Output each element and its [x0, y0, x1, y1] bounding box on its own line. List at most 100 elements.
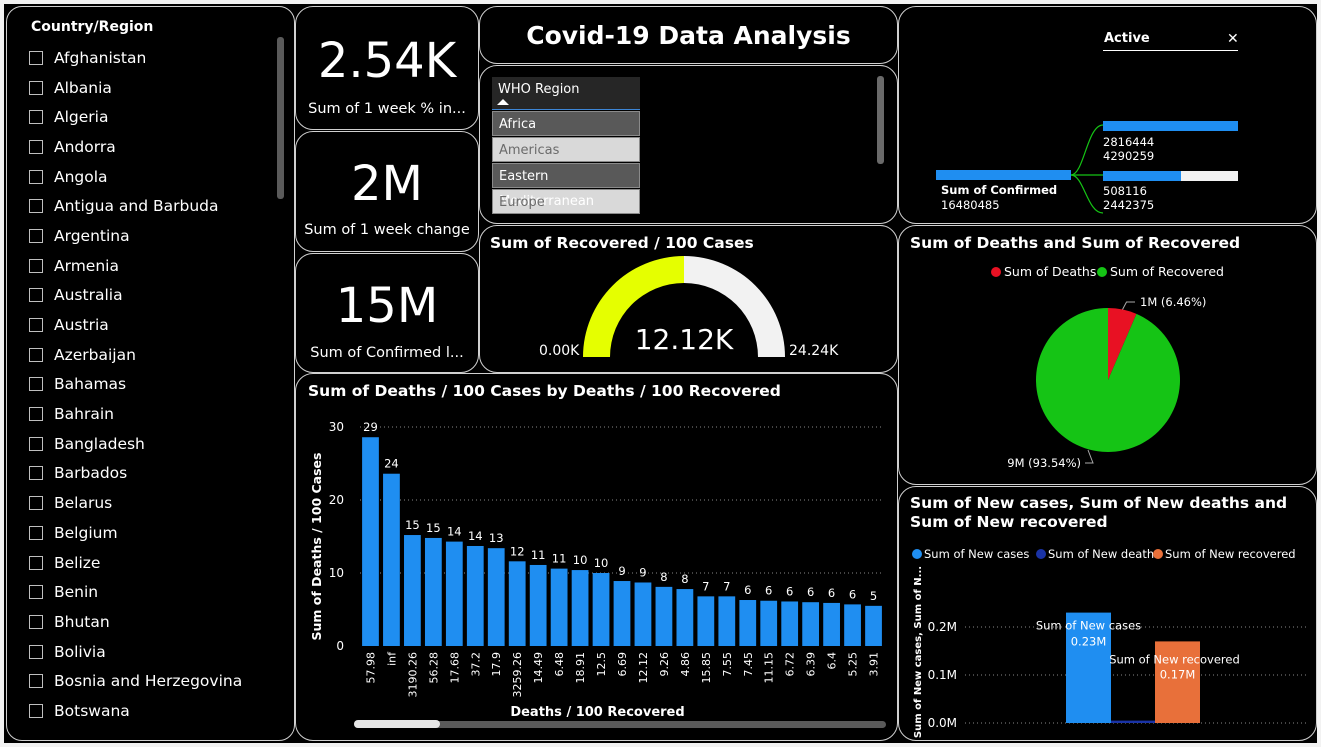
slicer-item[interactable]: Andorra: [29, 132, 269, 162]
checkbox-icon[interactable]: [29, 585, 43, 600]
slicer-item[interactable]: Bangladesh: [29, 429, 269, 459]
slicer-item[interactable]: Belize: [29, 548, 269, 578]
bar[interactable]: [865, 605, 882, 646]
bar[interactable]: [571, 570, 589, 646]
who-region-item[interactable]: Europe: [492, 189, 640, 214]
slicer-item[interactable]: Afghanistan: [29, 43, 269, 73]
slicer-item[interactable]: Algeria: [29, 102, 269, 132]
who-region-item[interactable]: Africa: [492, 111, 640, 136]
slicer-item[interactable]: Bahrain: [29, 399, 269, 429]
bar[interactable]: [718, 596, 736, 646]
bar[interactable]: [613, 581, 631, 646]
slicer-item[interactable]: Azerbaijan: [29, 340, 269, 370]
bar[interactable]: [592, 573, 610, 646]
bar[interactable]: [655, 586, 673, 646]
checkbox-icon[interactable]: [29, 674, 43, 689]
bar[interactable]: [424, 537, 442, 646]
checkbox-icon[interactable]: [29, 703, 43, 718]
close-icon[interactable]: ✕: [1227, 31, 1239, 47]
bar[interactable]: [466, 545, 484, 646]
checkbox-icon[interactable]: [29, 407, 43, 422]
checkbox-icon[interactable]: [29, 496, 43, 511]
x-tick-label: 7.45: [742, 652, 755, 677]
horizontal-scrollbar-thumb[interactable]: [354, 720, 440, 728]
slicer-item[interactable]: Belgium: [29, 518, 269, 548]
slicer-item[interactable]: Benin: [29, 577, 269, 607]
bar[interactable]: [1066, 612, 1111, 723]
slicer-item[interactable]: Albania: [29, 73, 269, 103]
pie-slice[interactable]: [1108, 308, 1137, 380]
slicer-scrollbar[interactable]: [277, 37, 284, 199]
checkbox-icon[interactable]: [29, 80, 43, 95]
branch-bar[interactable]: [1103, 171, 1182, 181]
bar[interactable]: [823, 602, 840, 646]
slicer-item[interactable]: Barbados: [29, 459, 269, 489]
slicer-item[interactable]: Antigua and Barbuda: [29, 191, 269, 221]
legend-label[interactable]: Sum of New recovered: [1165, 547, 1296, 561]
checkbox-icon[interactable]: [29, 377, 43, 392]
slicer-item[interactable]: Belarus: [29, 488, 269, 518]
checkbox-icon[interactable]: [29, 347, 43, 362]
slicer-item[interactable]: Bosnia and Herzegovina: [29, 666, 269, 696]
checkbox-icon[interactable]: [29, 169, 43, 184]
branch-value: 508116: [1103, 184, 1147, 198]
slicer-item[interactable]: Angola: [29, 162, 269, 192]
slicer-item[interactable]: Bhutan: [29, 607, 269, 637]
legend-label[interactable]: Sum of New deaths: [1048, 547, 1160, 561]
bar[interactable]: [1155, 641, 1200, 723]
bar[interactable]: [676, 589, 694, 646]
root-bar[interactable]: [936, 170, 1071, 180]
bar[interactable]: [362, 437, 379, 646]
x-tick-label: 57.98: [364, 652, 377, 684]
who-region-scrollbar[interactable]: [877, 76, 884, 164]
legend-label[interactable]: Sum of Deaths: [1004, 264, 1096, 279]
bar[interactable]: [529, 564, 547, 646]
pie-slice[interactable]: [1036, 308, 1180, 452]
bar[interactable]: [550, 568, 568, 646]
checkbox-icon[interactable]: [29, 258, 43, 273]
checkbox-icon[interactable]: [29, 644, 43, 659]
bar[interactable]: [383, 473, 400, 646]
checkbox-icon[interactable]: [29, 555, 43, 570]
bar[interactable]: [781, 601, 799, 646]
who-region-header[interactable]: WHO Region: [492, 77, 640, 110]
legend-label[interactable]: Sum of Recovered: [1110, 264, 1224, 279]
checkbox-icon[interactable]: [29, 110, 43, 125]
checkbox-icon[interactable]: [29, 614, 43, 629]
checkbox-icon[interactable]: [29, 318, 43, 333]
slicer-item[interactable]: Botswana: [29, 696, 269, 726]
slicer-item[interactable]: Bahamas: [29, 370, 269, 400]
checkbox-icon[interactable]: [29, 466, 43, 481]
bar[interactable]: [508, 561, 526, 646]
slicer-item[interactable]: Argentina: [29, 221, 269, 251]
bar[interactable]: [760, 600, 778, 646]
branch-bar[interactable]: [1103, 121, 1238, 131]
slicer-item[interactable]: Australia: [29, 281, 269, 311]
x-axis-title: Deaths / 100 Recovered: [510, 705, 685, 720]
legend-label[interactable]: Sum of New cases: [924, 547, 1029, 561]
filter-active-label[interactable]: Active: [1104, 31, 1150, 46]
bar[interactable]: [802, 602, 820, 646]
who-region-item[interactable]: Americas: [492, 137, 640, 162]
bar[interactable]: [1111, 720, 1156, 723]
checkbox-icon[interactable]: [29, 199, 43, 214]
checkbox-icon[interactable]: [29, 50, 43, 65]
bar[interactable]: [487, 548, 505, 646]
bar[interactable]: [697, 596, 715, 646]
who-region-item[interactable]: Eastern Mediterranean: [492, 163, 640, 209]
checkbox-icon[interactable]: [29, 228, 43, 243]
bar[interactable]: [844, 604, 861, 646]
slicer-item[interactable]: Bolivia: [29, 637, 269, 667]
slicer-item[interactable]: Armenia: [29, 251, 269, 281]
bar[interactable]: [404, 535, 421, 646]
slicer-item[interactable]: Austria: [29, 310, 269, 340]
checkbox-icon[interactable]: [29, 139, 43, 154]
checkbox-icon[interactable]: [29, 436, 43, 451]
bar[interactable]: [739, 600, 757, 646]
slicer-item-label: Botswana: [54, 701, 130, 720]
checkbox-icon[interactable]: [29, 288, 43, 303]
bar[interactable]: [634, 582, 652, 646]
who-region-list: WHO Region Africa Americas Eastern Mediter…: [492, 77, 640, 214]
checkbox-icon[interactable]: [29, 525, 43, 540]
bar[interactable]: [445, 541, 463, 646]
